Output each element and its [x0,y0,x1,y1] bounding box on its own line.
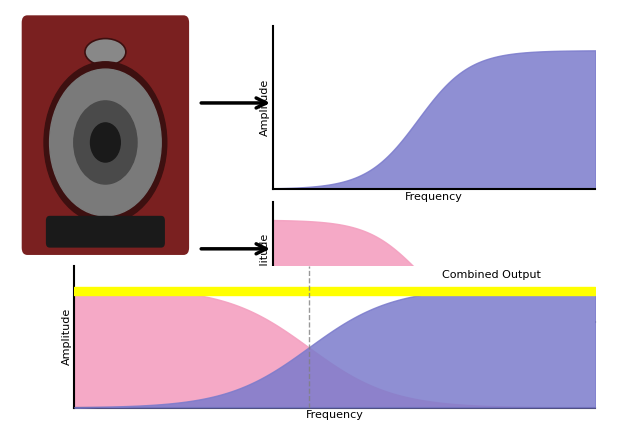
Circle shape [44,62,167,223]
Y-axis label: Amplitude: Amplitude [61,308,72,366]
Text: Combined Output: Combined Output [441,270,541,280]
Y-axis label: Amplitude: Amplitude [260,79,270,136]
X-axis label: Frequency: Frequency [405,191,463,202]
X-axis label: Frequency: Frequency [405,324,463,335]
Y-axis label: Amplitude: Amplitude [260,233,270,290]
Circle shape [50,69,161,216]
FancyBboxPatch shape [46,216,165,248]
Circle shape [74,101,137,184]
X-axis label: Frequency: Frequency [306,410,364,420]
FancyBboxPatch shape [22,15,189,255]
Ellipse shape [85,39,126,66]
Circle shape [91,123,120,162]
